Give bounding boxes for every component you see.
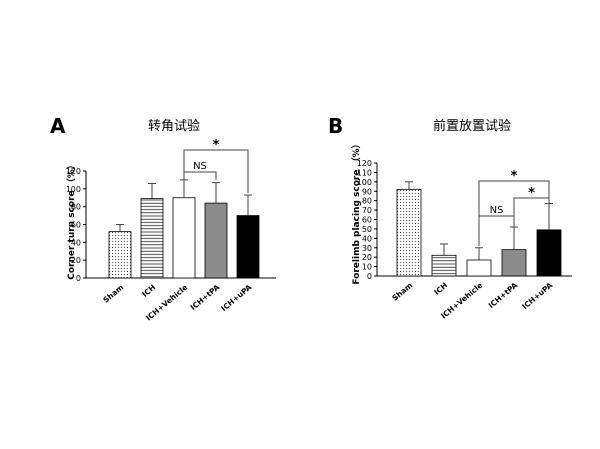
y-tick-label: 60 <box>71 221 81 230</box>
y-tick-label: 10 <box>362 263 372 272</box>
x-category-label: ICH <box>432 281 449 297</box>
y-tick-label: 120 <box>357 159 372 168</box>
panel-a-y-axis-label: Corner turn score （%） <box>66 160 77 280</box>
x-category-label: ICH+tPA <box>487 281 520 311</box>
significance-bracket <box>183 149 249 193</box>
significance-bracket <box>478 215 515 246</box>
significance-bracket <box>478 180 550 246</box>
bar-ich-upa <box>236 215 260 279</box>
x-category-label: Sham <box>390 281 414 303</box>
panel-b-y-axis-label: Forelimb placing score （%） <box>351 139 362 284</box>
y-tick-label: 40 <box>362 234 372 243</box>
panel-a: A 转角试验 Corner turn score （%） 0 20 40 60 80 10… <box>50 114 276 323</box>
bar-sham <box>108 231 132 279</box>
x-category-label: ICH+uPA <box>219 283 253 314</box>
x-category-label: ICH <box>140 283 157 299</box>
x-category-label: ICH+tPA <box>189 283 222 313</box>
significance-label: NS <box>490 205 504 216</box>
y-tick-label: 20 <box>71 256 81 265</box>
significance-label: * <box>511 169 518 184</box>
significance-label: * <box>213 138 220 153</box>
x-category-label: ICH+uPA <box>520 281 554 312</box>
panel-b: B 前置放置试验 Forelimb placing score （%） 0102… <box>328 114 572 321</box>
y-tick-label: 100 <box>66 185 81 194</box>
y-tick-label: 110 <box>357 168 372 177</box>
y-tick-label: 60 <box>362 216 372 225</box>
y-tick-label: 120 <box>66 167 81 176</box>
y-tick-label: 40 <box>71 238 81 247</box>
y-tick-label: 90 <box>362 187 372 196</box>
y-tick-label: 20 <box>362 253 372 262</box>
panel-b-letter: B <box>328 114 343 138</box>
significance-label: NS <box>193 161 207 172</box>
y-tick-label: 100 <box>357 178 372 187</box>
significance-bracket <box>183 171 217 198</box>
bar-ich-tpa <box>501 249 527 277</box>
bar-ich <box>140 198 164 279</box>
bar-ich-vehicle <box>172 197 196 279</box>
bar-ich-tpa <box>204 202 228 279</box>
y-tick-label: 80 <box>71 203 81 212</box>
y-tick-label: 50 <box>362 225 372 234</box>
bar-ich-upa <box>536 229 562 277</box>
panel-b-title: 前置放置试验 <box>433 118 511 134</box>
y-tick-label: 80 <box>362 197 372 206</box>
bar-ich-vehicle <box>466 259 492 277</box>
y-tick-label: 0 <box>76 274 81 283</box>
panel-a-title: 转角试验 <box>148 118 200 134</box>
bar-sham <box>396 188 422 277</box>
y-tick-label: 30 <box>362 244 372 253</box>
significance-label: * <box>528 186 535 201</box>
y-tick-label: 70 <box>362 206 372 215</box>
y-tick-label: 0 <box>367 272 372 281</box>
bar-ich <box>431 254 457 277</box>
panel-a-letter: A <box>50 114 66 138</box>
x-category-label: Sham <box>101 283 125 305</box>
